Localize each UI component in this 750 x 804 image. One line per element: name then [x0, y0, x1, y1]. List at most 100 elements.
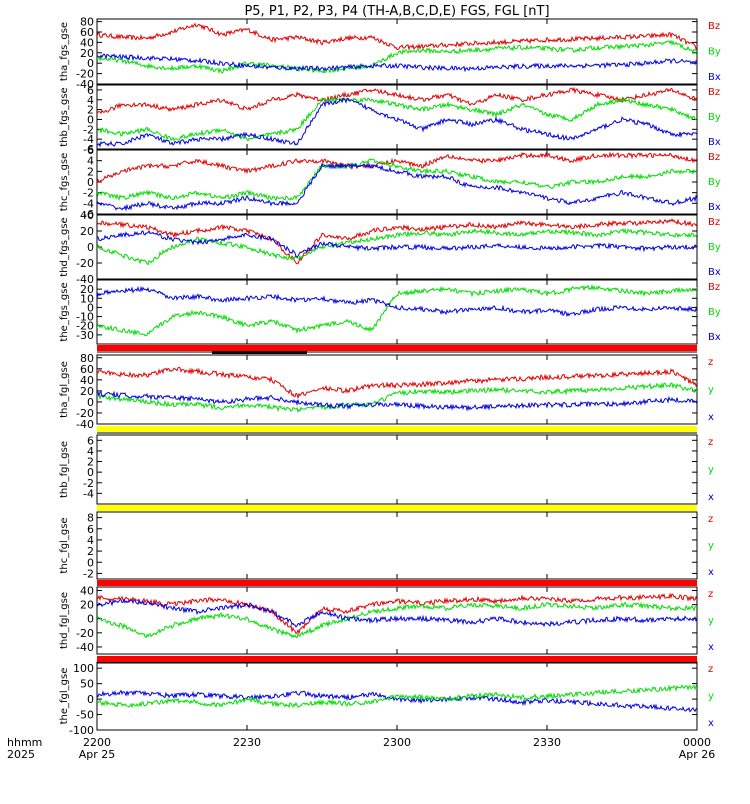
- y-tick-label: -6: [83, 143, 94, 156]
- legend-entry: Bx: [708, 202, 721, 213]
- status-bar: [97, 426, 697, 434]
- y-tick-label: 20: [80, 385, 94, 398]
- y-tick-label: -50: [76, 709, 94, 722]
- y-tick-label: 0: [87, 466, 94, 479]
- y-tick-label: -20: [76, 320, 94, 333]
- legend-entry: x: [708, 642, 714, 653]
- y-tick-label: 50: [80, 678, 94, 691]
- legend-entry: y: [708, 385, 714, 396]
- series-line-x: [97, 598, 697, 628]
- legend-entry: Bz: [708, 282, 720, 293]
- series-line-Bz: [97, 218, 697, 265]
- series-line-x: [97, 689, 697, 713]
- x-date-label: Apr 26: [679, 748, 716, 761]
- y-tick-label: 20: [80, 599, 94, 612]
- y-tick-label: 10: [80, 292, 94, 305]
- y-tick-label: 2: [87, 545, 94, 558]
- y-tick-label: 4: [87, 155, 94, 168]
- series-line-y: [97, 381, 697, 414]
- y-tick-label: -100: [69, 724, 94, 737]
- y-tick-label: 0: [87, 556, 94, 569]
- legend-entry: By: [708, 242, 721, 253]
- status-bar: [97, 656, 697, 664]
- panel-frame: [96, 511, 698, 580]
- series-line-By: [97, 39, 697, 75]
- panel-frame: [96, 586, 698, 655]
- series-line-Bz: [97, 151, 697, 184]
- series-line-Bx: [97, 285, 697, 318]
- legend-entry: z: [708, 437, 713, 448]
- y-tick-label: -30: [76, 329, 94, 342]
- y-tick-label: -40: [76, 641, 94, 654]
- status-bar-fill: [97, 505, 697, 511]
- y-tick-label: -20: [76, 407, 94, 420]
- y-tick-label: 20: [80, 225, 94, 238]
- legend-entry: x: [708, 567, 714, 578]
- status-segment: [212, 351, 307, 354]
- series-line-By: [97, 96, 697, 142]
- y-tick-label: -6: [83, 208, 94, 221]
- legend-entry: x: [708, 412, 714, 423]
- y-tick-label: 20: [80, 47, 94, 60]
- legend-entry: Bx: [708, 267, 721, 278]
- panel-frame: [96, 18, 698, 85]
- y-tick-label: 0: [87, 301, 94, 314]
- y-tick-label: 100: [73, 662, 94, 675]
- legend-entry: y: [708, 465, 714, 476]
- series-line-Bx: [97, 53, 697, 73]
- y-tick-label: 60: [80, 363, 94, 376]
- y-tick-label: -20: [76, 627, 94, 640]
- y-tick-label: 6: [87, 144, 94, 157]
- y-axis-label: thb_fgs_gse: [59, 87, 70, 146]
- status-bar-fill: [97, 656, 697, 662]
- legend-entry: z: [708, 664, 713, 675]
- y-tick-label: 4: [87, 94, 94, 107]
- y-axis-label: thc_fgl_gse: [59, 517, 70, 573]
- legend-entry: x: [708, 718, 714, 729]
- legend-entry: Bz: [708, 152, 720, 163]
- y-tick-label: 0: [87, 57, 94, 70]
- y-tick-label: -4: [83, 197, 94, 210]
- y-tick-label: 20: [80, 283, 94, 296]
- series-line-z: [97, 366, 697, 399]
- status-bar: [97, 345, 697, 354]
- chart-title: P5, P1, P2, P3, P4 (TH-A,B,C,D,E) FGS, F…: [244, 4, 549, 19]
- y-tick-label: 0: [87, 241, 94, 254]
- y-tick-label: -40: [76, 273, 94, 286]
- y-axis-label: thd_fgl_gse: [59, 592, 70, 649]
- series-line-Bx: [97, 97, 697, 148]
- series-line-By: [97, 227, 697, 266]
- y-tick-label: 6: [87, 84, 94, 97]
- y-tick-label: -40: [76, 78, 94, 91]
- y-tick-label: -20: [76, 257, 94, 270]
- y-tick-label: 40: [80, 36, 94, 49]
- x-tick-label: 2300: [383, 736, 411, 749]
- time-row-label: hhmm: [7, 736, 42, 749]
- panel-frame: [96, 434, 698, 505]
- y-tick-label: 0: [87, 113, 94, 126]
- legend-entry: By: [708, 307, 721, 318]
- status-bar: [97, 505, 697, 513]
- y-tick-label: -40: [76, 418, 94, 431]
- y-tick-label: 80: [80, 352, 94, 365]
- legend-entry: y: [708, 691, 714, 702]
- y-tick-label: 40: [80, 374, 94, 387]
- legend-entry: Bx: [708, 137, 721, 148]
- series-line-By: [97, 284, 697, 337]
- y-tick-label: 0: [87, 396, 94, 409]
- legend-entry: Bz: [708, 217, 720, 228]
- series-line-Bx: [97, 229, 697, 258]
- y-tick-label: -2: [83, 567, 94, 580]
- y-tick-label: 40: [80, 209, 94, 222]
- legend-entry: y: [708, 541, 714, 552]
- legend-entry: Bx: [708, 332, 721, 343]
- y-tick-label: 8: [87, 512, 94, 525]
- x-date-label: Apr 25: [79, 748, 116, 761]
- y-tick-label: 80: [80, 16, 94, 29]
